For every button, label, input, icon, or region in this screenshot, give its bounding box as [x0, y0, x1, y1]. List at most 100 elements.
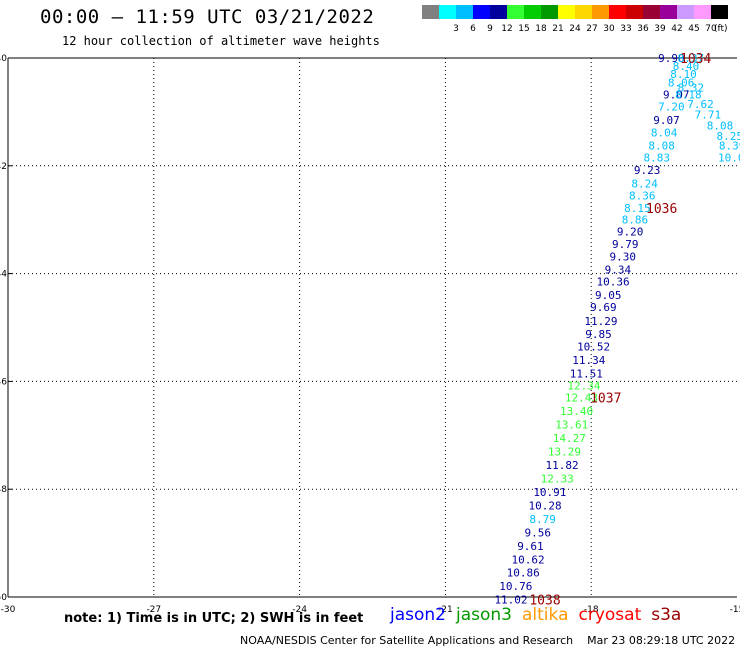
data-point: 9.23 — [634, 164, 661, 177]
data-point: 8.36 — [629, 189, 656, 202]
y-tick-label: -42 — [0, 162, 7, 172]
color-scale-swatch — [660, 5, 677, 19]
data-point: 9.90 — [658, 52, 685, 65]
data-point: 13.61 — [555, 419, 588, 432]
data-point: 11.51 — [570, 367, 603, 380]
color-scale-label: 3 — [453, 24, 459, 34]
color-scale-unit: (ft) — [714, 24, 728, 34]
color-scale-label: 42 — [671, 24, 682, 34]
color-scale-swatch — [490, 5, 507, 19]
data-point: 8.79 — [529, 513, 556, 526]
data-point: 9.56 — [524, 526, 551, 539]
color-scale-swatch — [524, 5, 541, 19]
data-point: 9.07 — [663, 89, 690, 102]
data-point: 8.37 — [678, 52, 705, 65]
annotation-label: 1038 — [529, 594, 560, 609]
plot-frame — [7, 57, 737, 598]
color-scale-label: 18 — [535, 24, 547, 34]
data-point: 9.34 — [605, 263, 632, 276]
data-point: 11.02 — [494, 594, 527, 607]
data-point: 9.07 — [653, 114, 680, 127]
data-point: 9.30 — [610, 250, 637, 263]
data-point: 11.82 — [545, 459, 578, 472]
mission-label-cryosat: cryosat — [578, 605, 642, 625]
grid-lines — [8, 58, 737, 597]
data-point: 13.40 — [560, 405, 593, 418]
data-point: 11.34 — [572, 354, 605, 367]
color-scale-swatch — [507, 5, 524, 19]
data-point: 8.24 — [631, 178, 658, 191]
color-scale-swatch — [711, 5, 728, 19]
y-tick-label: -40 — [0, 54, 7, 64]
y-tick-label: -50 — [0, 593, 7, 603]
data-point: 8.39 — [719, 139, 740, 152]
data-point: 9.79 — [612, 238, 639, 251]
color-scale-swatch — [473, 5, 490, 19]
color-scale-label: 30 — [603, 24, 615, 34]
data-point: 12.33 — [541, 472, 574, 485]
chart-subtitle: 12 hour collection of altimeter wave hei… — [62, 34, 380, 48]
color-scale-swatch — [609, 5, 626, 19]
x-tick-label: -24 — [292, 605, 307, 615]
data-point: 14.27 — [553, 432, 586, 445]
data-point: 10.52 — [577, 340, 610, 353]
data-point: 7.62 — [687, 98, 714, 111]
data-point: 10.62 — [511, 553, 544, 566]
data-point: 8.86 — [622, 214, 649, 227]
data-point: 8.06 — [668, 76, 695, 89]
data-point: 12.43 — [565, 392, 598, 405]
color-scale-label: 24 — [569, 24, 581, 34]
color-scale-label: 9 — [487, 24, 493, 34]
color-scale-label: 70 — [705, 24, 717, 34]
color-scale-swatch — [541, 5, 558, 19]
annotations: 1034 1036 1037 1038 — [529, 52, 711, 609]
data-point: 8.08 — [648, 139, 675, 152]
color-scale-swatch — [694, 5, 711, 19]
data-points: 9.908.378.408.108.068.329.078.187.20 7.62… — [494, 52, 740, 607]
mission-label-altika: altika — [522, 605, 569, 625]
x-tick-label: -18 — [584, 605, 599, 615]
data-point: 10.86 — [507, 567, 540, 580]
color-scale-swatch — [643, 5, 660, 19]
data-point: 7.71 — [695, 109, 722, 122]
mission-label-jason2: jason2 — [390, 605, 446, 625]
data-point: 12.34 — [567, 380, 600, 393]
color-scale-label: 39 — [654, 24, 666, 34]
data-point: 9.05 — [595, 289, 622, 302]
color-scale-swatch — [626, 5, 643, 19]
data-point: 7.20 — [658, 101, 685, 114]
data-point: 8.18 — [675, 89, 702, 102]
data-point: 10.28 — [528, 499, 561, 512]
data-point: 10.76 — [499, 580, 532, 593]
y-tick-label: -44 — [0, 270, 7, 280]
color-scale-label: 33 — [620, 24, 631, 34]
color-scale-swatch — [575, 5, 592, 19]
data-point: 9.20 — [617, 226, 644, 239]
chart-title: 00:00 – 11:59 UTC 03/21/2022 — [40, 6, 375, 28]
mission-legend: jason2 jason3 altika cryosat s3a — [390, 605, 691, 625]
footer-credit: NOAA/NESDIS Center for Satellite Applica… — [240, 634, 735, 647]
color-scale-swatch — [558, 5, 575, 19]
data-point: 10.36 — [597, 276, 630, 289]
data-point: 8.32 — [678, 82, 705, 95]
color-scale-swatch — [422, 5, 439, 19]
color-scale-legend: 3 6 9 12 15 18 21 24 27 30 33 36 39 42 45 70(ft) — [422, 5, 728, 34]
data-point: 9.69 — [590, 301, 617, 314]
color-scale-label: 21 — [552, 24, 563, 34]
annotation-label: 1037 — [590, 392, 621, 407]
generated-timestamp: Mar 23 08:29:18 UTC 2022 — [587, 634, 736, 647]
color-scale-label: 27 — [586, 24, 597, 34]
annotation-label: 1036 — [646, 202, 677, 217]
data-point: 10.03 — [718, 152, 740, 165]
data-point: 8.40 — [673, 60, 700, 73]
x-tick-label: -30 — [1, 605, 16, 615]
data-point: 13.29 — [548, 445, 581, 458]
data-point: 8.25 — [716, 130, 740, 143]
y-tick-label: -46 — [0, 377, 7, 387]
color-scale-label: 15 — [518, 24, 529, 34]
mission-label-s3a: s3a — [651, 605, 682, 625]
data-point: 8.10 — [670, 68, 697, 81]
y-tick-label: -48 — [0, 485, 7, 495]
